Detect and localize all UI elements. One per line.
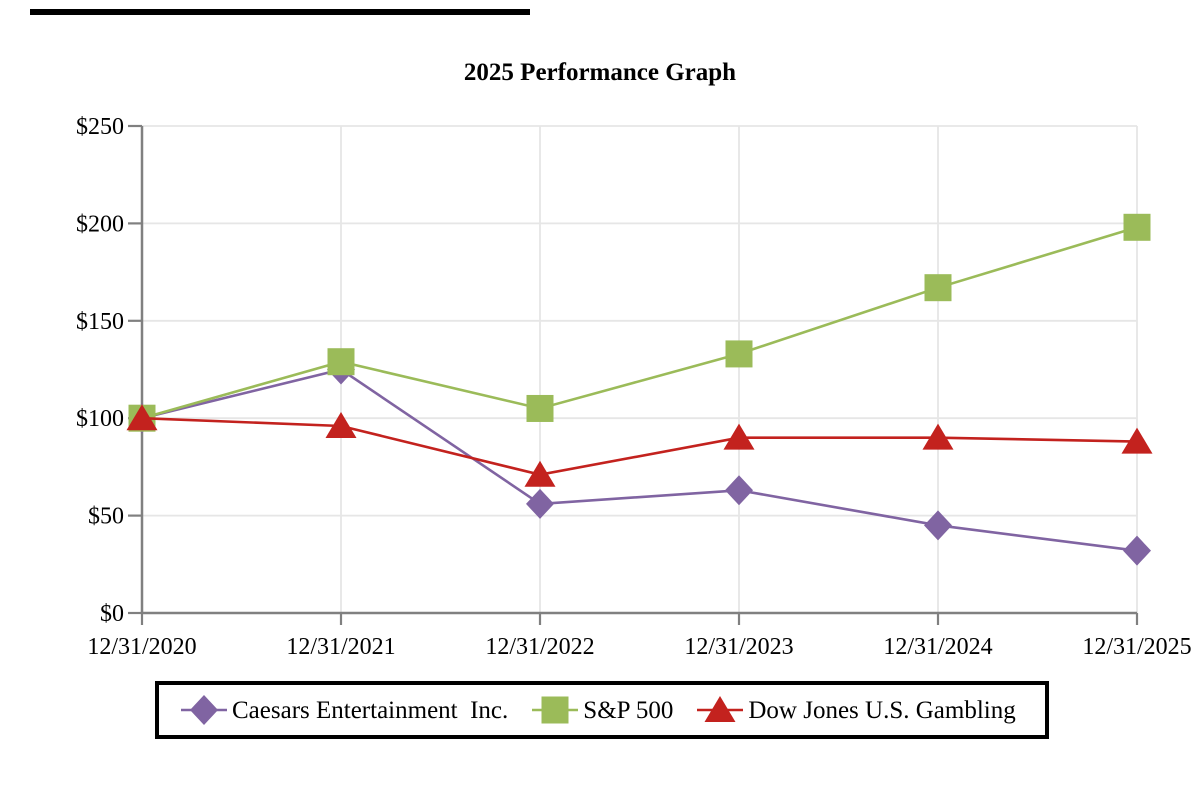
legend-item-dow-jones-u-s-gambling: Dow Jones U.S. Gambling xyxy=(697,692,1016,728)
legend-label: Dow Jones U.S. Gambling xyxy=(748,696,1016,724)
legend-label: S&P 500 xyxy=(583,696,674,724)
y-axis-label: $50 xyxy=(88,504,124,530)
chart-legend: Caesars Entertainment Inc. S&P 500 Dow Jon… xyxy=(155,681,1049,739)
data-point-s-p-500 xyxy=(327,348,355,376)
square-marker-shape xyxy=(541,696,569,724)
x-axis-label: 12/31/2024 xyxy=(883,634,992,660)
chart-title: 2025 Performance Graph xyxy=(463,59,737,86)
series-line-caesars-entertainment-inc xyxy=(141,368,1138,552)
y-axis-label: $200 xyxy=(76,211,124,237)
data-point-caesars-entertainment-inc xyxy=(1123,535,1151,566)
data-point-dow-jones-u-s-gambling xyxy=(524,460,556,487)
data-point-dow-jones-u-s-gambling xyxy=(1121,427,1153,454)
diamond-marker-icon xyxy=(181,695,227,725)
data-point-caesars-entertainment-inc xyxy=(526,488,554,519)
square-marker-icon xyxy=(532,696,579,724)
data-point-s-p-500 xyxy=(526,394,554,422)
series-line-dow-jones-u-s-gambling xyxy=(141,416,1138,477)
data-point-s-p-500 xyxy=(924,274,952,302)
y-axis-label: $0 xyxy=(100,601,124,627)
data-point-caesars-entertainment-inc xyxy=(924,510,952,541)
data-point-dow-jones-u-s-gambling xyxy=(922,423,954,450)
x-axis-label: 12/31/2020 xyxy=(87,634,196,660)
data-point-dow-jones-u-s-gambling xyxy=(325,411,357,438)
horizontal-rule xyxy=(30,9,530,15)
triangle-marker-icon xyxy=(697,696,744,722)
legend-item-caesars-entertainment-inc: Caesars Entertainment Inc. xyxy=(181,692,508,728)
x-axis-label: 12/31/2025 xyxy=(1082,634,1191,660)
x-axis-label: 12/31/2023 xyxy=(684,634,793,660)
y-axis-label: $250 xyxy=(76,114,124,140)
y-axis-label: $100 xyxy=(76,406,124,432)
data-point-caesars-entertainment-inc xyxy=(725,475,753,506)
y-axis-label: $150 xyxy=(76,309,124,335)
data-point-dow-jones-u-s-gambling xyxy=(126,404,158,431)
performance-line-chart: $0 $50 $100 $150 $200 $250 12/31/2020 12/31/202… xyxy=(76,114,1192,660)
legend-label: Caesars Entertainment Inc. xyxy=(232,696,509,724)
data-point-dow-jones-u-s-gambling xyxy=(723,423,755,450)
x-axis-label: 12/31/2021 xyxy=(286,634,395,660)
triangle-marker-shape xyxy=(704,696,736,722)
legend-item-s-p-500: S&P 500 xyxy=(532,692,673,728)
data-point-s-p-500 xyxy=(725,340,753,368)
x-axis-label: 12/31/2022 xyxy=(485,634,594,660)
data-point-s-p-500 xyxy=(1123,213,1151,241)
diamond-marker-shape xyxy=(190,695,218,725)
series-line-s-p-500 xyxy=(141,226,1138,420)
